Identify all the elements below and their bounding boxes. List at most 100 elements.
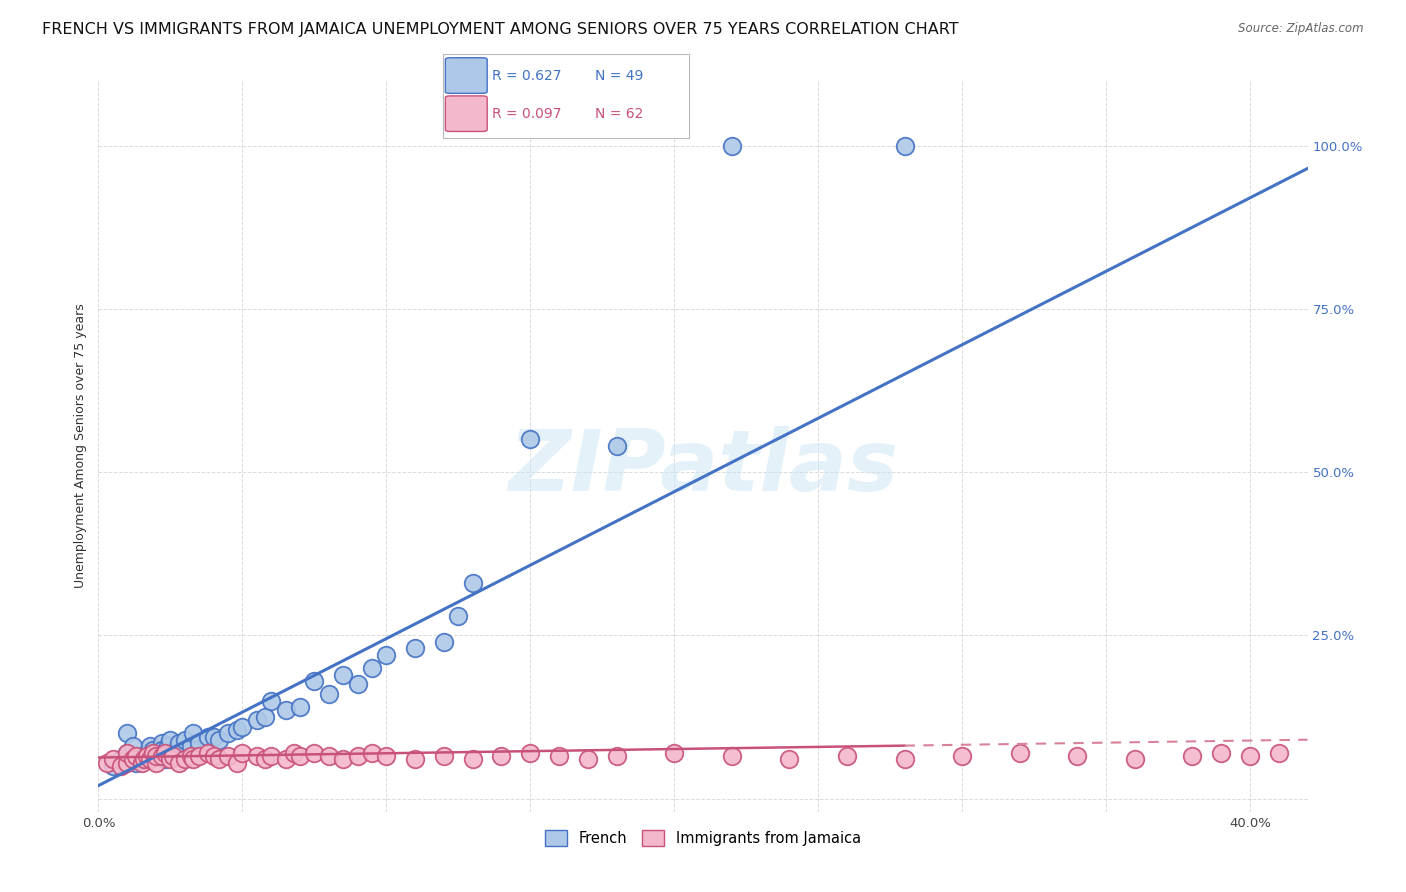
Point: [142, 746, 165, 760]
Point: [225, 756, 247, 770]
Point: [217, 726, 239, 740]
Point: [375, 648, 398, 662]
Text: Source: ZipAtlas.com: Source: ZipAtlas.com: [1239, 22, 1364, 36]
Point: [173, 732, 195, 747]
Point: [139, 739, 162, 754]
Point: [332, 667, 354, 681]
Point: [122, 752, 145, 766]
Point: [167, 736, 190, 750]
Point: [159, 732, 181, 747]
Point: [202, 749, 225, 764]
Point: [361, 746, 384, 760]
Point: [180, 739, 202, 754]
Point: [346, 677, 368, 691]
Point: [197, 730, 219, 744]
Point: [274, 704, 297, 718]
Text: R = 0.627: R = 0.627: [492, 70, 561, 83]
Point: [778, 752, 800, 766]
Text: N = 49: N = 49: [596, 70, 644, 83]
Y-axis label: Unemployment Among Seniors over 75 years: Unemployment Among Seniors over 75 years: [73, 303, 87, 589]
Point: [162, 746, 184, 760]
Point: [225, 723, 247, 737]
Point: [159, 752, 181, 766]
Point: [231, 720, 253, 734]
Point: [145, 749, 167, 764]
Point: [208, 732, 231, 747]
Point: [548, 749, 571, 764]
FancyBboxPatch shape: [446, 96, 486, 131]
Point: [142, 742, 165, 756]
Point: [318, 687, 340, 701]
Point: [664, 746, 686, 760]
Point: [162, 749, 184, 764]
Point: [145, 749, 167, 764]
Point: [131, 756, 153, 770]
Point: [1211, 746, 1233, 760]
Point: [433, 749, 456, 764]
Point: [606, 439, 628, 453]
Point: [110, 759, 132, 773]
Point: [1008, 746, 1031, 760]
Point: [576, 752, 599, 766]
Point: [173, 752, 195, 766]
Point: [153, 752, 176, 766]
Point: [254, 752, 277, 766]
Point: [260, 749, 283, 764]
Point: [180, 749, 202, 764]
Point: [893, 752, 915, 766]
Point: [346, 749, 368, 764]
Point: [156, 739, 179, 754]
Point: [183, 726, 205, 740]
Point: [122, 739, 145, 754]
Text: ZIPatlas: ZIPatlas: [508, 426, 898, 509]
Point: [110, 752, 132, 766]
Point: [125, 756, 148, 770]
Point: [131, 752, 153, 766]
Point: [893, 138, 915, 153]
Point: [375, 749, 398, 764]
Point: [183, 752, 205, 766]
Point: [404, 641, 426, 656]
Point: [134, 749, 156, 764]
Point: [231, 746, 253, 760]
Point: [202, 730, 225, 744]
Text: N = 62: N = 62: [596, 107, 644, 120]
Point: [115, 726, 138, 740]
Point: [1181, 749, 1204, 764]
Point: [139, 752, 162, 766]
Point: [491, 749, 513, 764]
Point: [288, 749, 311, 764]
Point: [197, 746, 219, 760]
Point: [433, 635, 456, 649]
Point: [96, 756, 118, 770]
Point: [150, 742, 173, 756]
Point: [134, 752, 156, 766]
Point: [404, 752, 426, 766]
Point: [720, 749, 742, 764]
Text: R = 0.097: R = 0.097: [492, 107, 561, 120]
Point: [115, 756, 138, 770]
Point: [318, 749, 340, 764]
Point: [519, 746, 541, 760]
Point: [145, 756, 167, 770]
Point: [167, 756, 190, 770]
Point: [461, 752, 484, 766]
Point: [1123, 752, 1146, 766]
Point: [115, 746, 138, 760]
Point: [461, 576, 484, 591]
Point: [304, 674, 326, 689]
Point: [304, 746, 326, 760]
Point: [101, 759, 124, 773]
Point: [720, 138, 742, 153]
Point: [1239, 749, 1261, 764]
Point: [136, 749, 159, 764]
Point: [208, 752, 231, 766]
Point: [447, 608, 470, 623]
Point: [136, 746, 159, 760]
Point: [361, 661, 384, 675]
Point: [246, 714, 269, 728]
Point: [283, 746, 305, 760]
Point: [115, 746, 138, 760]
Point: [217, 749, 239, 764]
Point: [101, 752, 124, 766]
